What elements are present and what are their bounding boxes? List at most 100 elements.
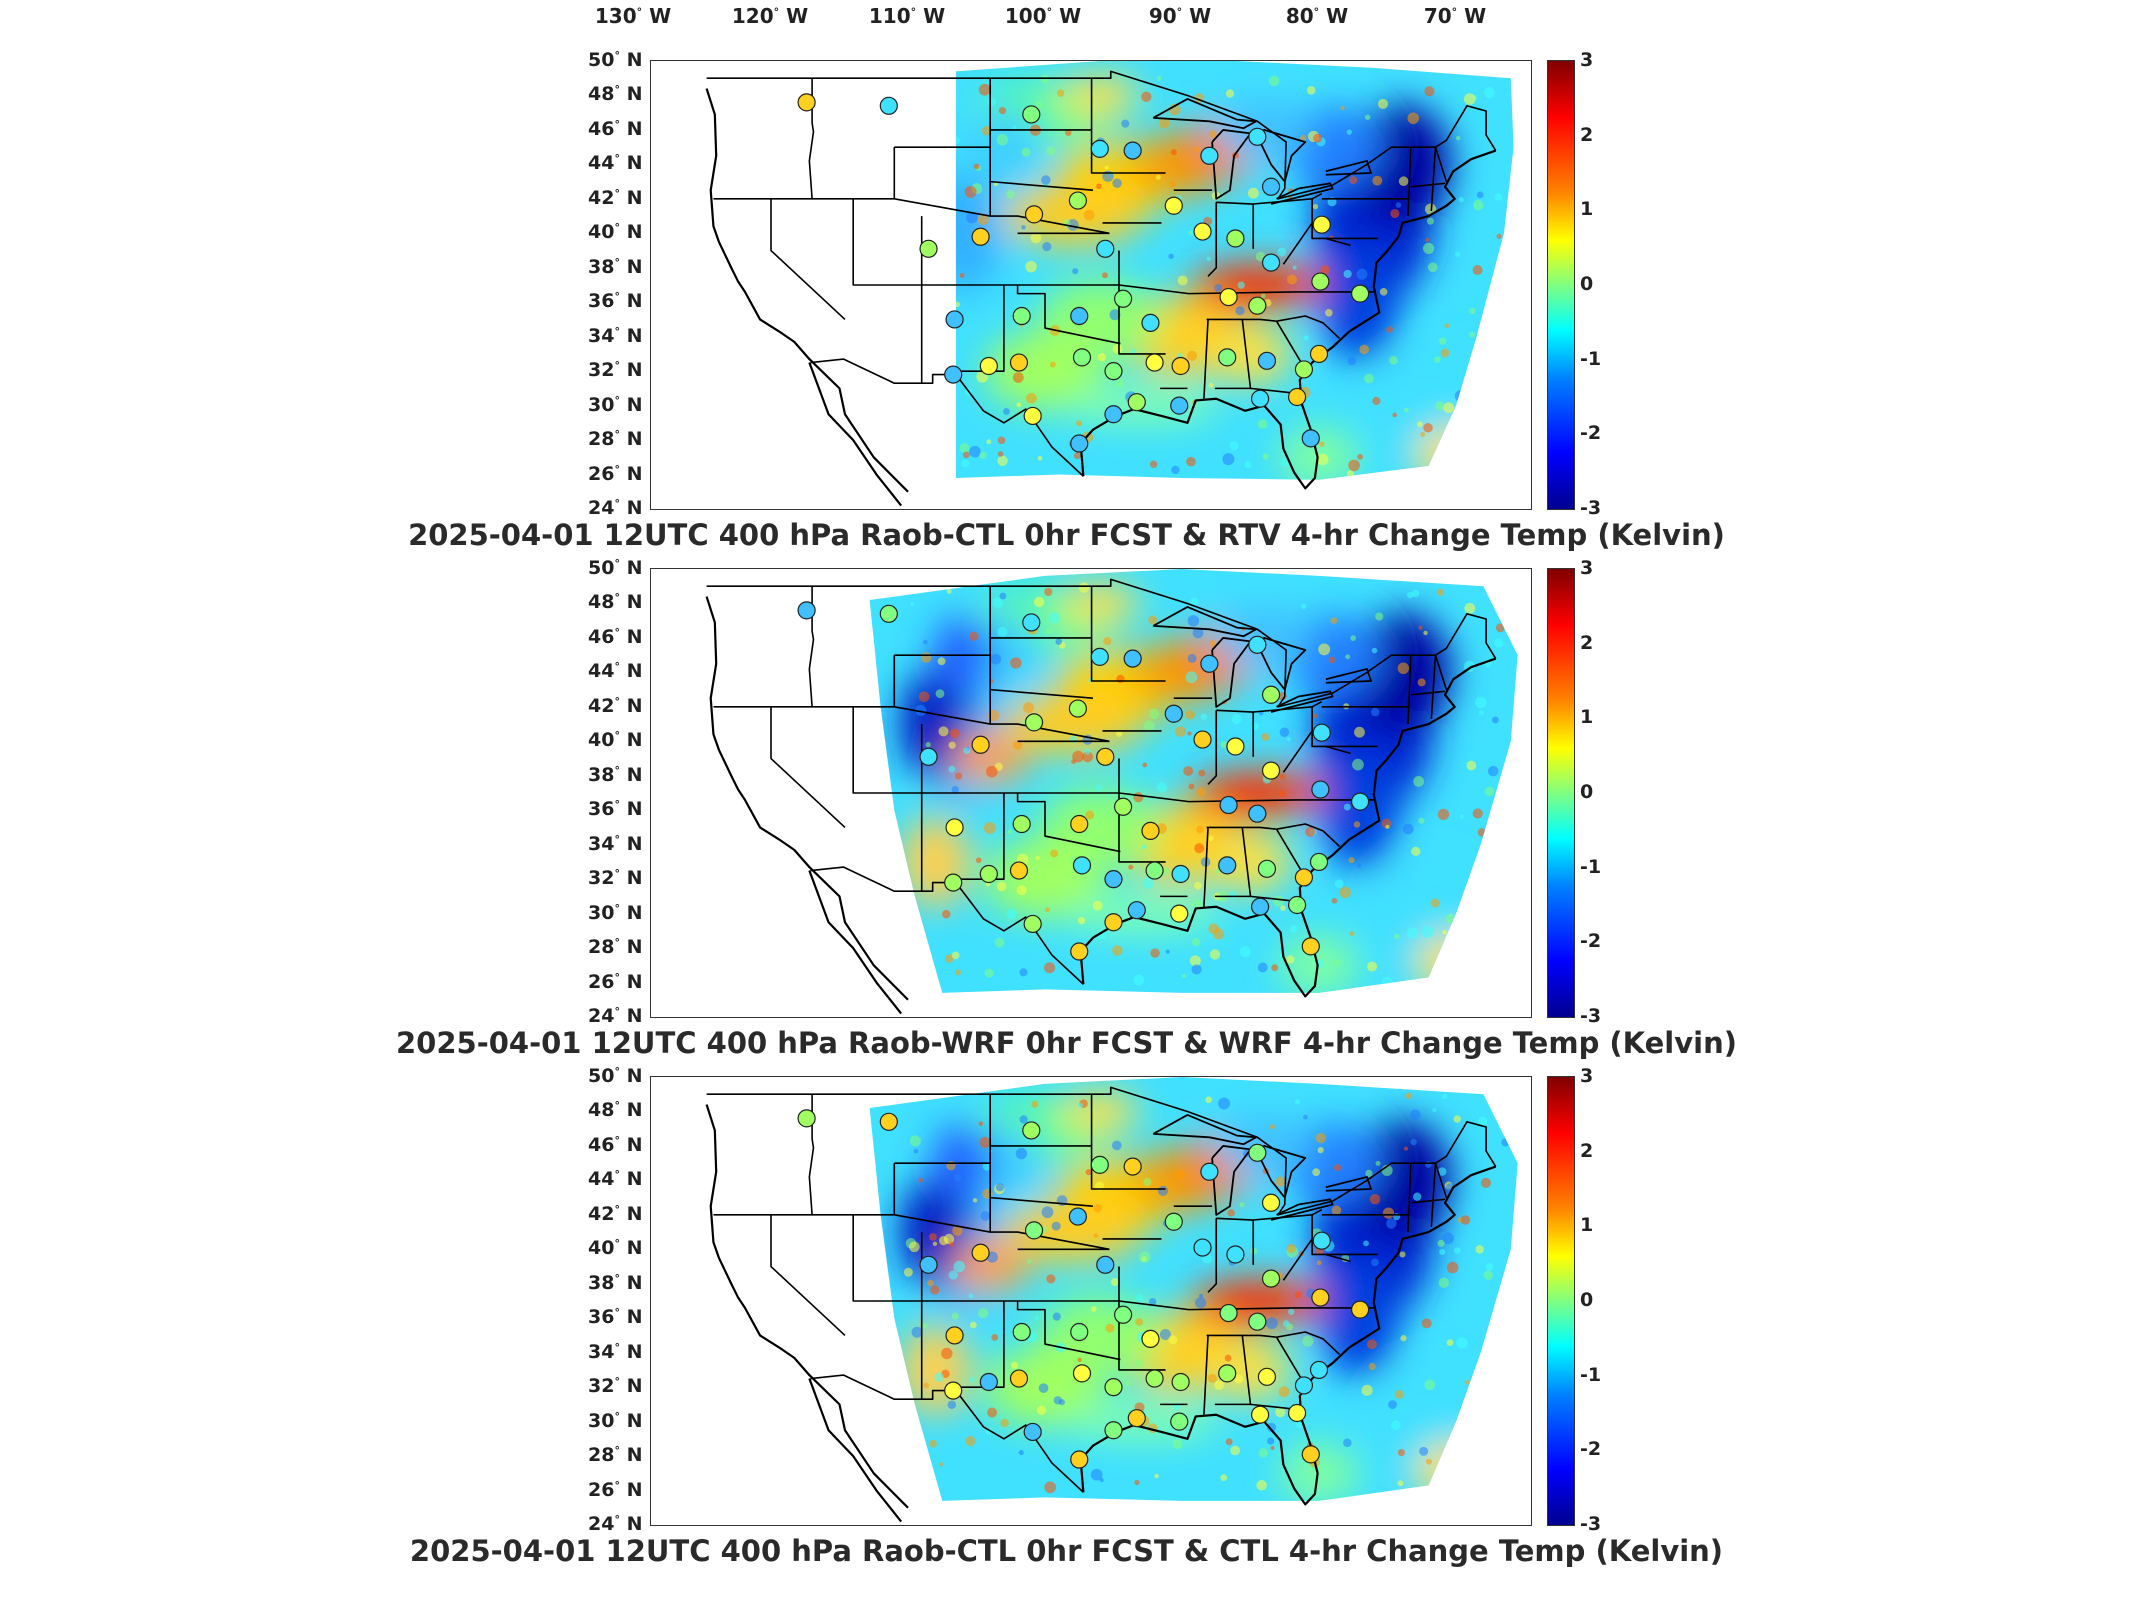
raob-station-marker xyxy=(1261,177,1281,196)
raob-station-marker xyxy=(1070,306,1089,326)
raob-station-marker xyxy=(1261,1269,1281,1288)
lat-label-44N: 44° N xyxy=(588,152,643,175)
raob-station-marker xyxy=(1261,253,1281,272)
raob-station-marker xyxy=(945,1326,964,1345)
raob-station-marker xyxy=(1193,1238,1212,1257)
lon-label-110W: 110° W xyxy=(868,4,946,28)
colorbar-tick: -1 xyxy=(1580,1363,1602,1386)
lat-label-24N: 24° N xyxy=(588,1004,643,1028)
raob-station-marker xyxy=(1145,1369,1164,1388)
raob-station-marker xyxy=(1070,1450,1089,1469)
raob-station-marker xyxy=(1311,780,1330,799)
lat-label-34N: 34° N xyxy=(588,1340,643,1363)
colorbar-tick: 3 xyxy=(1580,557,1594,579)
colorbar xyxy=(1547,60,1575,510)
raob-station-marker xyxy=(797,601,816,620)
colorbar-tick: 0 xyxy=(1580,781,1594,803)
raob-station-marker xyxy=(1012,814,1031,834)
colorbar-tick: 2 xyxy=(1580,631,1594,654)
colorbar-tick: 3 xyxy=(1580,49,1594,71)
lon-label-80W: 80° W xyxy=(1285,4,1349,28)
raob-station-marker xyxy=(1287,895,1307,915)
raob-station-marker xyxy=(1024,1221,1044,1240)
lat-label-30N: 30° N xyxy=(588,1409,643,1432)
raob-station-marker xyxy=(1200,146,1219,165)
raob-station-marker xyxy=(1248,1143,1267,1162)
raob-station-marker xyxy=(1350,284,1370,303)
raob-station-marker xyxy=(797,93,816,112)
raob-station-marker xyxy=(879,96,898,115)
raob-station-marker xyxy=(1219,1303,1238,1323)
colorbar-tick: -1 xyxy=(1580,347,1602,370)
raob-station-marker xyxy=(1250,389,1270,408)
raob-station-marker xyxy=(979,864,998,884)
raob-station-marker xyxy=(1309,852,1329,872)
colorbar-tick: -2 xyxy=(1580,930,1602,953)
raob-station-marker xyxy=(1009,861,1029,880)
raob-station-marker xyxy=(971,1243,990,1262)
raob-station-marker xyxy=(1301,937,1320,956)
raob-station-marker xyxy=(797,1109,816,1128)
raob-station-marker xyxy=(1068,699,1087,718)
raob-station-marker xyxy=(1127,393,1146,412)
lat-label-48N: 48° N xyxy=(588,1099,643,1122)
raob-station-marker xyxy=(1248,127,1267,146)
raob-station-marker xyxy=(1096,1255,1115,1274)
raob-station-marker xyxy=(1311,1288,1330,1307)
raob-station-marker xyxy=(1294,868,1314,887)
raob-station-marker xyxy=(1257,859,1277,878)
lat-label-46N: 46° N xyxy=(588,117,643,141)
raob-station-marker xyxy=(1141,313,1160,333)
raob-station-marker xyxy=(1193,730,1212,749)
raob-station-marker xyxy=(1072,348,1092,367)
raob-station-marker xyxy=(1261,761,1281,780)
raob-station-marker xyxy=(1312,215,1331,234)
raob-station-marker xyxy=(1309,1360,1329,1380)
lat-label-44N: 44° N xyxy=(588,1168,643,1191)
lat-label-36N: 36° N xyxy=(588,290,643,313)
lat-label-48N: 48° N xyxy=(588,591,643,614)
colorbar xyxy=(1547,1076,1575,1526)
raob-station-marker xyxy=(979,356,998,376)
raob-stations xyxy=(797,601,1370,961)
colorbar-tick: 0 xyxy=(1580,1289,1594,1311)
raob-station-marker xyxy=(1294,1376,1314,1395)
colorbar-tick: 0 xyxy=(1580,273,1594,295)
raob-station-marker xyxy=(1113,289,1133,308)
lat-label-32N: 32° N xyxy=(588,358,643,382)
raob-station-marker xyxy=(1170,396,1189,415)
temperature-map xyxy=(705,569,1518,1015)
colorbar-tick: 3 xyxy=(1580,1065,1594,1087)
lat-label-32N: 32° N xyxy=(588,1374,643,1398)
lat-label-36N: 36° N xyxy=(588,1306,643,1329)
raob-station-marker xyxy=(1257,351,1277,370)
raob-station-marker xyxy=(1141,821,1160,841)
raob-station-marker xyxy=(1250,897,1270,916)
raob-station-marker xyxy=(1072,856,1092,875)
raob-station-marker xyxy=(1145,861,1164,880)
lat-label-48N: 48° N xyxy=(588,83,643,106)
raob-station-marker xyxy=(945,310,964,329)
raob-station-marker xyxy=(1068,1207,1087,1226)
raob-stations xyxy=(797,1109,1370,1469)
raob-station-marker xyxy=(1200,654,1219,673)
raob-station-marker xyxy=(879,1112,898,1131)
raob-station-marker xyxy=(1261,685,1281,704)
raob-station-marker xyxy=(879,604,898,623)
raob-station-marker xyxy=(919,747,938,766)
raob-station-marker xyxy=(1113,1305,1133,1324)
lat-label-34N: 34° N xyxy=(588,832,643,855)
raob-station-marker xyxy=(1127,1409,1146,1428)
panel-title: 2025-04-01 12UTC 400 hPa Raob-WRF 0hr FC… xyxy=(395,1026,1737,1060)
lon-label-130W: 130° W xyxy=(594,4,672,28)
raob-station-marker xyxy=(1127,901,1146,920)
raob-station-marker xyxy=(1219,287,1238,307)
raob-station-marker xyxy=(1104,405,1123,424)
lat-label-38N: 38° N xyxy=(588,255,643,278)
raob-station-marker xyxy=(1171,1372,1190,1392)
raob-station-marker xyxy=(1096,747,1115,766)
raob-station-marker xyxy=(1023,406,1042,426)
raob-station-marker xyxy=(971,735,990,754)
raob-station-marker xyxy=(944,365,963,384)
colorbar-tick: 2 xyxy=(1580,1139,1594,1162)
